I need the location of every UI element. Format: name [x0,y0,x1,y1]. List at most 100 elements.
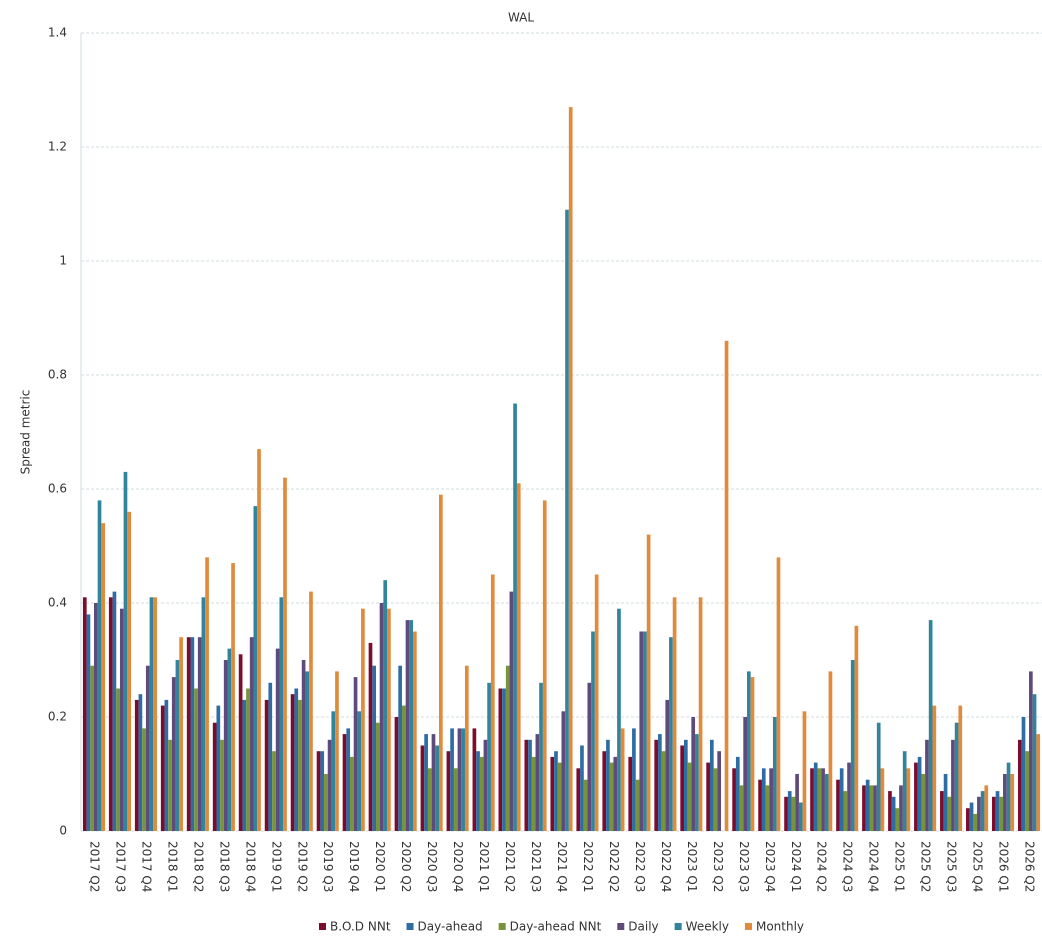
bar [272,751,276,831]
bar [97,500,102,831]
bar [669,637,673,831]
bar [379,603,384,831]
bar [672,597,677,831]
bar [947,796,952,831]
bar [828,671,833,831]
bar [353,677,358,831]
bar [134,699,139,831]
bar [461,728,465,831]
bar [761,768,766,831]
bar [1010,774,1015,831]
y-tick-label: 1.2 [48,140,67,154]
bar [824,774,829,831]
bar [654,739,659,831]
bar [164,699,169,831]
bar [535,734,540,831]
bar [602,751,607,831]
x-tick-label: 2022 Q4 [659,841,673,892]
x-tick-label: 2023 Q2 [711,841,725,892]
bar [594,574,599,831]
bar [691,717,696,831]
x-tick-label: 2018 Q3 [217,841,231,892]
bar [917,756,922,831]
x-tick-label: 2024 Q4 [867,841,881,892]
bar [776,557,781,831]
bar [591,631,595,831]
bar [90,665,94,831]
bar [171,677,176,831]
bar [810,768,814,831]
bar [928,620,933,831]
legend-swatch [617,923,625,930]
bar [301,660,306,831]
bar [542,500,547,831]
bar [843,791,848,831]
bar [372,665,377,831]
x-tick-label: 2021 Q3 [529,841,543,892]
y-tick-label: 0.4 [48,596,67,610]
bar [821,768,825,831]
bar [902,751,907,831]
bar [513,403,517,831]
bar [932,705,937,831]
bar [617,608,621,831]
bar [661,751,666,831]
x-tick-label: 2020 Q2 [399,841,413,892]
bar [784,796,788,831]
y-tick-label: 0.6 [48,482,67,496]
bar [787,791,792,831]
bar [583,779,588,831]
x-tick-label: 2025 Q2 [919,841,933,892]
bar [557,762,562,831]
bar [862,785,866,831]
bar [123,471,128,831]
bar [175,660,180,831]
bar [145,665,150,831]
bar [865,779,870,831]
bar [817,768,822,831]
bar [769,768,773,831]
bar [739,785,744,831]
bar [446,751,451,831]
bar [212,722,217,831]
bar [216,705,221,831]
legend-swatch [674,923,682,930]
bar [409,620,414,831]
bar [127,511,131,831]
bar [487,682,491,831]
bar [795,774,799,831]
bar [294,688,299,831]
bar [498,688,503,831]
bar [713,768,718,831]
bar [413,631,417,831]
bar [665,699,670,831]
bar [246,688,250,831]
bar [880,768,885,831]
bar [201,597,206,831]
bar [765,785,770,831]
x-tick-label: 2021 Q4 [555,841,569,892]
bar [873,785,877,831]
bar [464,665,469,831]
bar [483,739,488,831]
x-tick-label: 2020 Q3 [425,841,439,892]
bar [613,756,618,831]
bar [153,597,157,831]
bar [1032,694,1037,831]
bar [717,751,722,831]
bar [698,597,703,831]
bar [1006,762,1011,831]
y-axis-title: Spread metric [19,390,33,475]
bar [327,739,332,831]
bar [424,734,428,831]
x-tick-label: 2022 Q3 [633,841,647,892]
x-tick-label: 2025 Q1 [893,841,907,892]
bar [732,768,736,831]
bar [958,705,963,831]
x-tick-label: 2019 Q4 [347,841,361,892]
x-tick-label: 2022 Q1 [581,841,595,892]
bar [86,614,91,831]
bar [316,751,321,831]
bar [561,711,566,831]
